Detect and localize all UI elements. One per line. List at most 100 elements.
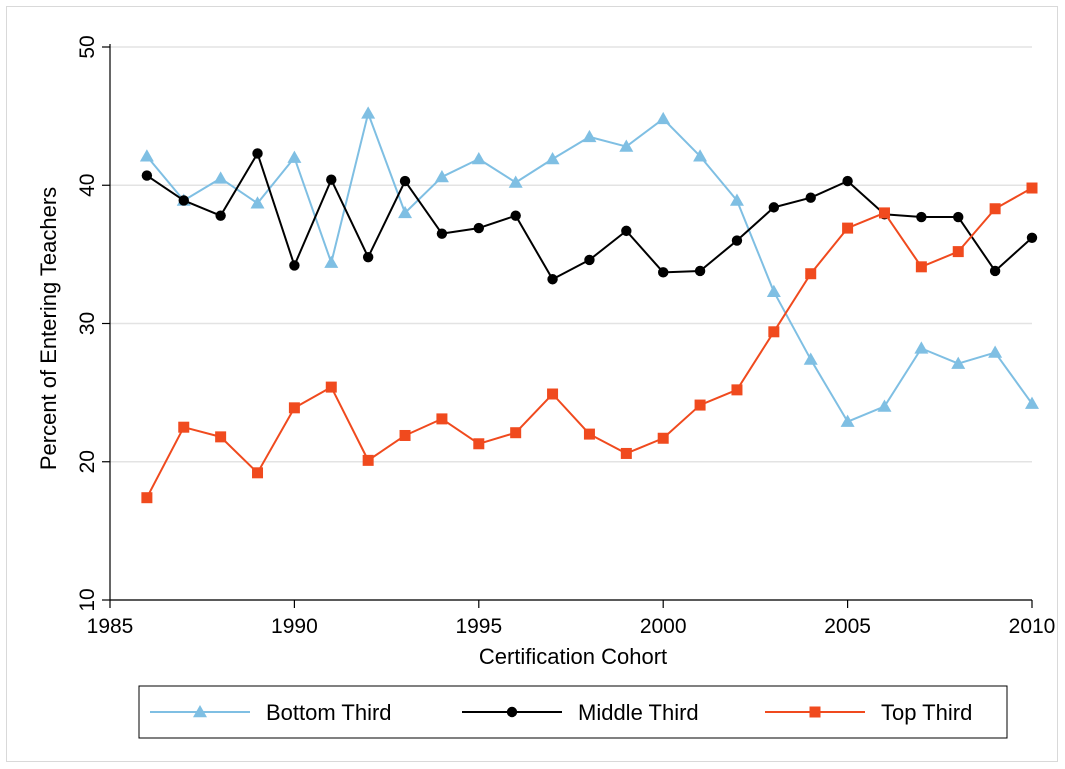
y-tick-label-30: 30 [76, 312, 99, 335]
legend-marker-top-third [809, 706, 821, 718]
point-bottom-third-1994 [434, 169, 449, 183]
x-tick-label-2010: 2010 [1009, 615, 1056, 638]
point-middle-third-2001 [694, 265, 706, 277]
point-bottom-third-2000 [656, 111, 671, 125]
point-middle-third-2007 [916, 211, 927, 223]
series-line-bottom-third [146, 112, 1033, 423]
legend-entries: Bottom Third Middle Third Top Third [150, 700, 972, 725]
series-line-top-third [145, 187, 1033, 499]
series-middle-third [141, 148, 1038, 285]
point-bottom-third-2004 [803, 352, 818, 365]
series-bottom-third [139, 106, 1039, 427]
point-top-third-1993 [399, 429, 411, 441]
point-bottom-third-1986 [139, 149, 154, 162]
point-bottom-third-2001 [693, 149, 708, 162]
point-middle-third-1990 [289, 260, 300, 271]
x-tick-label-1985: 1985 [87, 615, 134, 638]
point-middle-third-2000 [658, 267, 669, 278]
legend-marker-middle-third [506, 706, 518, 718]
y-tick-label-20: 20 [76, 450, 99, 473]
point-bottom-third-1988 [213, 171, 228, 184]
point-middle-third-1999 [621, 225, 632, 237]
point-top-third-1989 [252, 467, 264, 479]
point-middle-third-2004 [805, 192, 816, 203]
point-top-third-1997 [547, 388, 559, 400]
point-bottom-third-1995 [471, 151, 486, 165]
point-bottom-third-2005 [840, 414, 855, 427]
y-axis-title: Percent of Entering Teachers [36, 187, 61, 470]
x-axis-ticks: 1985 1990 1995 2000 2005 2010 [87, 600, 1056, 638]
y-axis-ticks: 10 20 30 40 50 [76, 35, 110, 612]
axes [109, 44, 1032, 601]
point-top-third-2005 [842, 222, 854, 234]
point-top-third-1999 [620, 447, 632, 459]
point-top-third-1994 [436, 413, 448, 425]
point-middle-third-1991 [326, 174, 337, 185]
point-middle-third-2009 [989, 265, 1001, 277]
point-top-third-2001 [694, 399, 706, 411]
point-top-third-1986 [141, 492, 153, 504]
point-middle-third-1992 [362, 251, 374, 263]
point-bottom-third-2006 [877, 399, 892, 412]
point-top-third-1996 [510, 427, 522, 439]
point-top-third-2002 [731, 384, 743, 396]
point-top-third-2008 [952, 246, 964, 258]
y-tick-label-50: 50 [76, 35, 99, 58]
point-middle-third-1987 [178, 195, 189, 206]
point-middle-third-2010 [1026, 232, 1038, 243]
point-bottom-third-1997 [545, 151, 560, 165]
y-tick-label-40: 40 [76, 174, 99, 197]
legend-label-top-third: Top Third [881, 700, 972, 725]
point-bottom-third-2008 [951, 356, 966, 369]
point-top-third-2003 [768, 326, 780, 338]
point-top-third-1992 [362, 454, 374, 466]
point-middle-third-1997 [547, 274, 558, 285]
point-middle-third-2008 [953, 211, 964, 223]
x-tick-label-1995: 1995 [455, 615, 502, 638]
legend-label-middle-third: Middle Third [578, 700, 699, 725]
point-top-third-1995 [473, 438, 485, 450]
point-top-third-2004 [805, 268, 817, 280]
point-middle-third-1998 [584, 254, 595, 266]
point-top-third-2009 [989, 203, 1001, 215]
x-tick-label-2005: 2005 [824, 615, 871, 638]
point-bottom-third-2009 [988, 345, 1003, 358]
point-middle-third-1994 [436, 228, 448, 239]
legend-entry-top-third: Top Third [765, 700, 972, 725]
point-bottom-third-1992 [361, 106, 376, 119]
x-tick-label-2000: 2000 [640, 615, 687, 638]
point-middle-third-2002 [731, 235, 743, 246]
point-middle-third-2003 [768, 202, 780, 213]
x-axis-title: Certification Cohort [479, 644, 667, 669]
point-bottom-third-2002 [729, 193, 744, 206]
point-top-third-2000 [657, 432, 669, 444]
series-group [139, 106, 1039, 504]
point-middle-third-1996 [510, 210, 521, 221]
series-top-third [141, 182, 1038, 504]
point-bottom-third-1998 [582, 129, 597, 143]
gridlines [110, 46, 1032, 601]
point-middle-third-1993 [399, 175, 411, 187]
point-top-third-1990 [288, 402, 300, 414]
point-middle-third-1995 [473, 222, 484, 234]
point-top-third-1998 [583, 428, 595, 440]
legend-label-bottom-third: Bottom Third [266, 700, 392, 725]
legend-entry-bottom-third: Bottom Third [150, 700, 392, 725]
x-tick-label-1990: 1990 [271, 615, 318, 638]
point-middle-third-1989 [252, 148, 263, 159]
point-middle-third-1988 [215, 210, 226, 221]
point-middle-third-1986 [141, 170, 153, 181]
point-top-third-2007 [915, 261, 927, 273]
point-top-third-2006 [878, 207, 890, 219]
point-bottom-third-2010 [1025, 396, 1039, 409]
point-top-third-1991 [325, 381, 337, 393]
point-bottom-third-1989 [250, 196, 265, 209]
point-bottom-third-1990 [287, 150, 302, 163]
legend-entry-middle-third: Middle Third [462, 700, 699, 725]
point-bottom-third-1991 [324, 255, 339, 268]
point-bottom-third-1993 [398, 205, 413, 219]
point-middle-third-2005 [842, 175, 853, 187]
point-bottom-third-1999 [619, 139, 634, 152]
point-top-third-1988 [215, 431, 227, 443]
